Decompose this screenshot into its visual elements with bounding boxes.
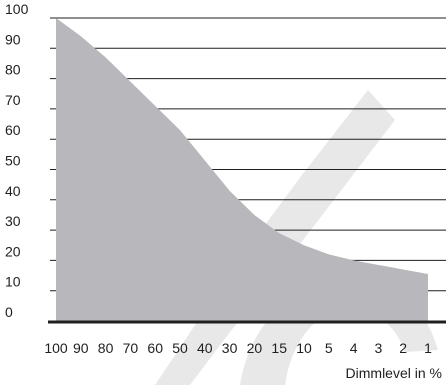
- x-axis-title: Dimmlevel in %: [346, 365, 442, 381]
- x-tick-label: 70: [123, 340, 139, 356]
- y-tick-label: 0: [5, 304, 13, 320]
- x-tick-label: 90: [73, 340, 89, 356]
- y-tick-label: 50: [5, 153, 21, 169]
- x-tick-label: 4: [350, 340, 358, 356]
- x-tick-label: 80: [98, 340, 114, 356]
- x-axis-ticks: 100 90 80 70 60 50 40 30 20 15 10 5 4 3 2 1: [44, 340, 432, 356]
- x-tick-label: 2: [399, 340, 407, 356]
- y-tick-label: 30: [5, 213, 21, 229]
- y-tick-label: 100: [5, 1, 29, 17]
- x-tick-label: 40: [197, 340, 213, 356]
- y-axis-ticks: 0 10 20 30 40 50 60 70 80 90 100: [5, 1, 29, 320]
- y-tick-label: 40: [5, 183, 21, 199]
- x-tick-label: 20: [247, 340, 263, 356]
- y-tick-label: 60: [5, 122, 21, 138]
- x-tick-label: 60: [147, 340, 163, 356]
- x-tick-label: 1: [424, 340, 432, 356]
- x-tick-label: 30: [222, 340, 238, 356]
- y-tick-label: 20: [5, 243, 21, 259]
- y-tick-label: 90: [5, 31, 21, 47]
- x-tick-label: 15: [271, 340, 287, 356]
- y-tick-label: 10: [5, 274, 21, 290]
- x-tick-label: 100: [44, 340, 68, 356]
- x-tick-label: 5: [325, 340, 333, 356]
- x-tick-label: 3: [375, 340, 383, 356]
- y-tick-label: 80: [5, 62, 21, 78]
- x-tick-label: 50: [172, 340, 188, 356]
- y-tick-label: 70: [5, 92, 21, 108]
- series-area: [56, 18, 428, 321]
- x-tick-label: 10: [296, 340, 312, 356]
